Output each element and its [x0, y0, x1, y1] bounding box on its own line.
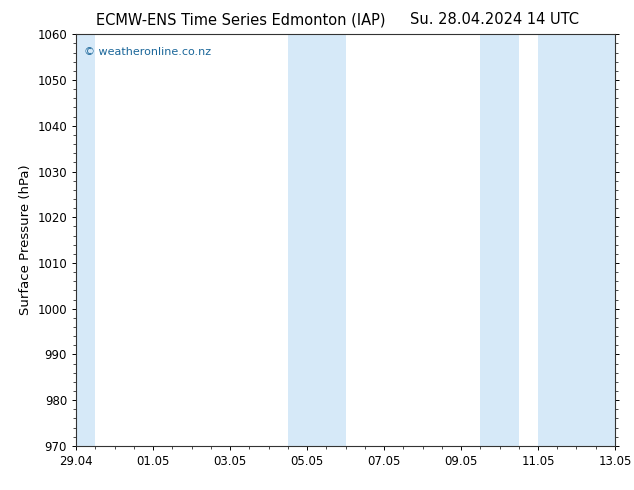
- Bar: [288, 34, 346, 446]
- Bar: [76, 34, 95, 446]
- Y-axis label: Surface Pressure (hPa): Surface Pressure (hPa): [19, 165, 32, 316]
- Text: ECMW-ENS Time Series Edmonton (IAP): ECMW-ENS Time Series Edmonton (IAP): [96, 12, 385, 27]
- Text: © weatheronline.co.nz: © weatheronline.co.nz: [84, 47, 211, 57]
- Bar: [480, 34, 519, 446]
- Text: Su. 28.04.2024 14 UTC: Su. 28.04.2024 14 UTC: [410, 12, 579, 27]
- Bar: [538, 34, 615, 446]
